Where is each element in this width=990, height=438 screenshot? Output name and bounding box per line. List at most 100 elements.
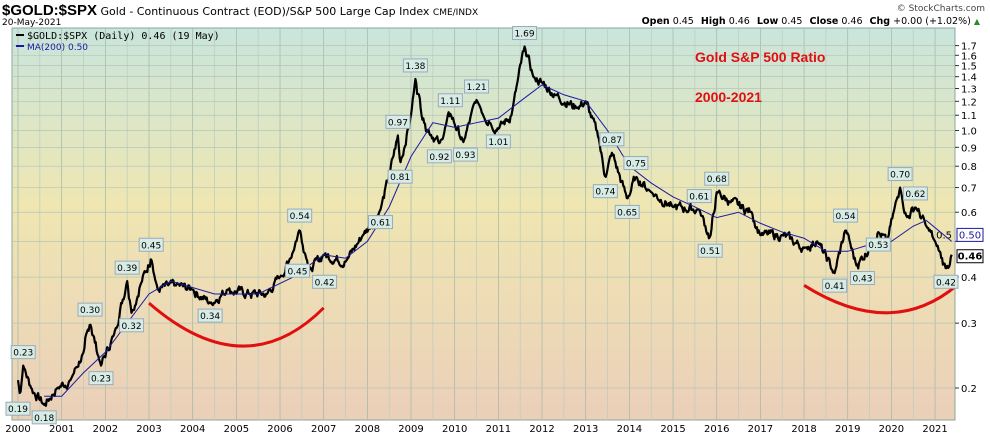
chg-label: Chg (869, 16, 891, 27)
value-callout: 0.62 (905, 190, 925, 200)
ma-last-value: 0.50 (959, 230, 981, 241)
x-tick-label: 2015 (660, 424, 685, 435)
value-callout-box (31, 410, 57, 425)
annotation-arc (803, 284, 958, 315)
value-callout-box (387, 169, 413, 184)
y-tick-label: 0.3 (961, 319, 977, 330)
value-callout-box (833, 208, 859, 223)
y-tick-label: 0.2 (961, 384, 977, 395)
x-tick-label: 2013 (573, 424, 598, 435)
x-tick-label: 2014 (617, 424, 642, 435)
value-callout: 1.21 (467, 83, 487, 93)
value-callout-box (865, 237, 891, 252)
value-callout: 0.54 (290, 212, 310, 222)
value-callout: 0.30 (80, 306, 100, 316)
value-callout: 0.54 (836, 212, 856, 222)
value-callout: 0.39 (117, 264, 137, 274)
value-callout: 0.81 (390, 173, 410, 183)
value-callout-box (614, 204, 640, 219)
value-callout: 0.34 (200, 312, 220, 322)
value-callout-box (697, 243, 723, 258)
y-tick-label: 1.0 (961, 126, 977, 137)
value-callout: 1.69 (515, 30, 535, 40)
y-tick-label: 0.9 (961, 143, 977, 154)
value-callout: 0.23 (91, 375, 111, 385)
y-tick-label: 0.4 (961, 273, 977, 284)
ma-legend: MA(200) 0.50 (27, 43, 88, 53)
chg-value: +0.00 (+1.02%) (893, 16, 971, 27)
value-callout-box (197, 308, 223, 323)
x-tick-label: 2021 (922, 424, 947, 435)
value-callout: 0.65 (617, 208, 637, 218)
x-tick-label: 2009 (398, 424, 423, 435)
value-callout-box (849, 271, 875, 286)
value-callout: 0.68 (707, 175, 727, 185)
value-callout: 1.11 (440, 97, 460, 107)
value-callout-box (367, 215, 393, 230)
value-callout: 0.75 (626, 160, 646, 170)
ma-last-box (956, 227, 984, 242)
price-legend: $GOLD:$SPX (Daily) 0.46 (19 May) (27, 31, 220, 42)
value-callout-box (902, 186, 928, 201)
description: Gold - Continuous Contract (EOD)/S&P 500… (100, 5, 430, 18)
y-tick-label: 1.6 (961, 51, 977, 62)
value-callout-box (599, 132, 625, 147)
value-callout: 0.42 (315, 278, 335, 288)
value-callout-box (686, 189, 712, 204)
value-callout: 0.45 (141, 241, 161, 251)
value-callout-box (138, 237, 164, 252)
exchange: CME/INDX (432, 8, 479, 18)
value-callout: 0.42 (936, 278, 956, 288)
close-value: 0.46 (841, 16, 863, 27)
value-callout: 0.70 (890, 171, 910, 181)
open-value: 0.45 (672, 16, 694, 27)
value-callout: 1.01 (488, 138, 508, 148)
value-callout-box (704, 171, 730, 186)
x-tick-label: 2003 (136, 424, 161, 435)
chart-header: $GOLD:$SPX Gold - Continuous Contract (E… (2, 2, 478, 19)
low-label: Low (756, 16, 779, 27)
x-tick-label: 2005 (224, 424, 249, 435)
y-tick-label: 1.2 (961, 97, 977, 108)
value-callout: 0.45 (287, 267, 307, 277)
value-callout-box (933, 274, 959, 289)
value-callout-box (114, 260, 140, 275)
value-callout-box (88, 371, 114, 386)
value-callout-box (77, 302, 103, 317)
value-callout: 0.74 (595, 188, 615, 198)
price-last-value: 0.46 (958, 252, 983, 263)
chart-subtitle: 2000-2021 (695, 89, 762, 105)
value-callout: 0.53 (868, 241, 888, 251)
open-label: Open (641, 16, 670, 27)
value-callout: 1.38 (405, 62, 425, 72)
high-label: High (700, 16, 726, 27)
value-callout-box (623, 156, 649, 171)
x-tick-label: 2001 (49, 424, 74, 435)
x-tick-label: 2016 (704, 424, 729, 435)
value-callout-box (402, 58, 428, 73)
chart-title: Gold S&P 500 Ratio (695, 49, 825, 65)
y-tick-label: 0.6 (961, 208, 977, 219)
y-tick-label: 0.5 (936, 230, 952, 241)
value-callout-box (5, 401, 31, 416)
symbol: $GOLD:$SPX (2, 2, 98, 19)
x-tick-label: 2017 (748, 424, 773, 435)
value-callout: 0.93 (455, 151, 475, 161)
value-callout: 0.51 (700, 247, 720, 257)
y-tick-label: 1.4 (961, 73, 977, 84)
y-tick-label: 0.8 (961, 162, 977, 173)
ohlc-bar: Open 0.45 High 0.46 Low 0.45 Close 0.46 … (638, 16, 980, 27)
x-tick-label: 2008 (355, 424, 380, 435)
value-callout: 0.19 (8, 405, 28, 415)
value-callout-box (287, 208, 313, 223)
value-callout-box (887, 167, 913, 182)
value-callout-box (385, 114, 411, 129)
x-tick-label: 2012 (529, 424, 554, 435)
high-value: 0.46 (728, 16, 750, 27)
x-tick-label: 2019 (835, 424, 860, 435)
value-callout-box (485, 134, 511, 149)
value-callout-box (10, 345, 36, 360)
y-tick-label: 1.5 (961, 62, 977, 73)
annotation-arc (148, 301, 325, 348)
